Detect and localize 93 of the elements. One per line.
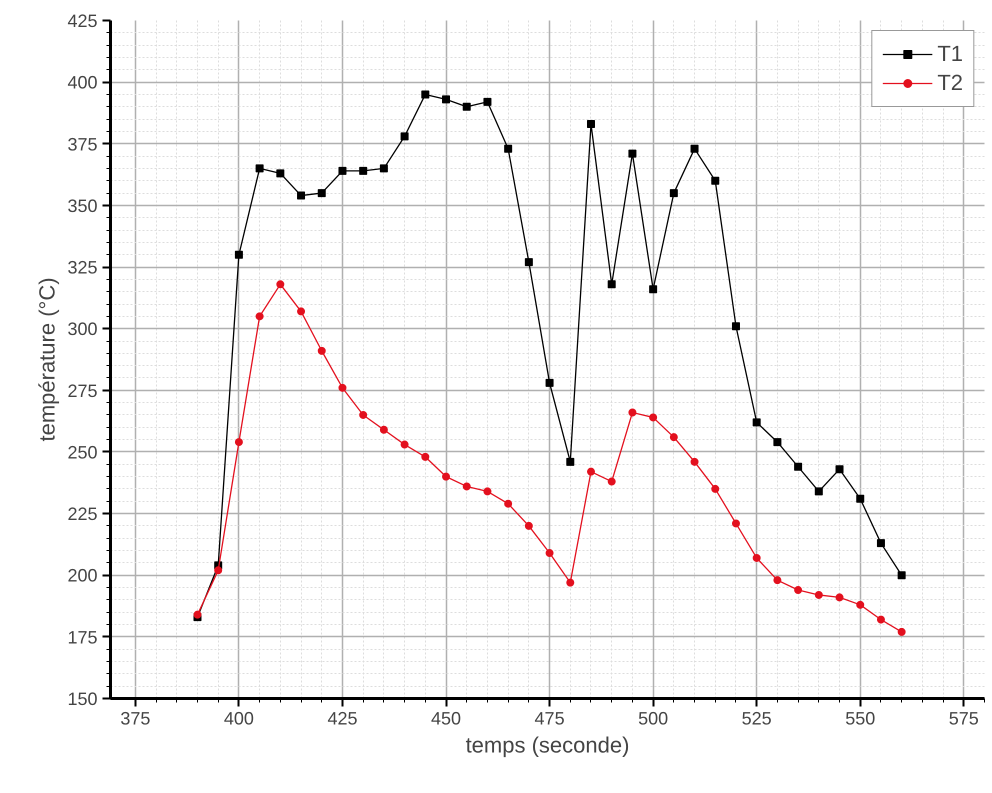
x-tick-label: 400 [224,708,254,728]
point [608,478,616,486]
point [690,458,699,466]
point [359,410,368,419]
x-tick-label: 375 [120,708,150,728]
point [193,610,202,619]
point [546,549,554,558]
point [400,132,409,140]
point [276,280,284,288]
point [670,433,678,442]
point [483,487,492,496]
point [380,164,388,172]
x-tick-label: 425 [327,708,358,728]
point [546,378,554,387]
point [338,166,346,175]
point [898,571,906,580]
point [732,322,740,330]
point [318,189,326,198]
point [566,458,574,466]
point [752,418,761,426]
point [836,465,844,474]
x-tick-label: 475 [534,708,565,728]
point [628,408,636,416]
point [421,90,430,98]
point [814,590,823,599]
point [856,494,864,503]
point [649,413,658,422]
y-tick-label: 275 [67,380,98,401]
point [256,164,264,172]
legend-label: T2 [937,70,963,96]
point [483,98,492,106]
point [276,169,284,178]
point [711,484,720,493]
point [359,166,368,175]
x-tick-label: 575 [948,708,979,728]
point [504,144,512,153]
point [297,307,306,316]
point [234,250,243,259]
point [462,102,471,111]
point [586,468,595,476]
point [711,176,720,185]
point [338,384,346,392]
point [442,95,450,104]
point [794,462,802,471]
legend-label: T1 [937,41,963,67]
y-tick-label: 150 [67,689,98,709]
point [586,120,595,128]
point [752,554,761,562]
y-tick-label: 225 [67,504,98,524]
point [732,519,740,528]
point [400,440,409,449]
point [898,628,906,636]
point [876,616,885,624]
point [628,150,636,158]
point [442,472,450,481]
point [566,578,574,587]
point [504,500,512,508]
point [256,312,264,320]
point [670,189,678,198]
point [608,280,616,288]
point [773,438,782,446]
y-tick-label: 325 [67,258,98,278]
x-tick-label: 525 [742,708,772,728]
point [524,522,533,530]
point [876,539,885,548]
point [814,487,823,496]
x-axis-title: temps (seconde) [466,732,630,758]
y-tick-label: 300 [67,319,98,340]
point [836,593,844,602]
y-tick-label: 400 [67,72,98,93]
x-tick-label: 500 [638,708,668,728]
point [380,426,388,434]
y-tick-label: 200 [67,566,98,586]
y-tick-label: 425 [67,11,98,31]
point [297,192,306,200]
point [421,452,430,461]
y-tick-label: 375 [67,134,98,154]
x-tick-label: 550 [845,708,876,728]
point [856,600,864,609]
point [524,258,533,266]
y-tick-label: 350 [67,196,98,216]
point [690,144,699,153]
y-tick-label: 250 [67,442,98,462]
x-tick-label: 450 [431,708,462,728]
y-axis-title: température (°C) [34,277,60,442]
point [234,438,243,446]
point [649,285,658,294]
point [462,482,471,490]
point [794,586,802,594]
point [318,346,326,355]
point [773,576,782,584]
y-tick-label: 175 [67,627,98,648]
point [214,566,222,574]
